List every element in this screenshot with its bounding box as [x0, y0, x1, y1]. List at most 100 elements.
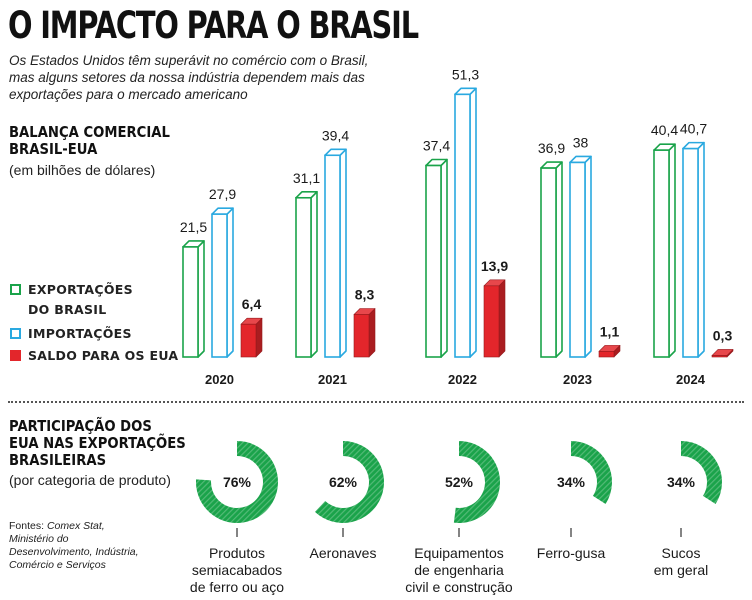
bar-top — [569, 155, 592, 164]
data-label: 40,4 — [651, 122, 678, 138]
legend-label-balance: SALDO PARA OS EUA — [28, 348, 179, 363]
legend-label-line: DO BRASIL — [28, 302, 107, 317]
x-tick-label: 2024 — [676, 372, 706, 387]
sources-list: Comex Stat, Ministério do Desenvolviment… — [9, 520, 139, 571]
bar-top — [711, 349, 734, 356]
bar-top — [483, 279, 506, 287]
bar-top — [240, 317, 263, 325]
category-label: em geral — [654, 562, 708, 578]
bar-side — [226, 207, 234, 358]
bar-side — [613, 345, 621, 358]
bar-exports-2023 — [540, 161, 563, 358]
share-heading-line: EUA NAS EXPORTAÇÕES — [9, 434, 186, 452]
bar-front — [324, 154, 341, 358]
bar-top — [454, 87, 477, 96]
bar-side — [255, 317, 263, 358]
data-label: 21,5 — [180, 219, 207, 235]
category-label: semiacabados — [192, 562, 282, 578]
bar-balance-2023 — [598, 345, 621, 358]
legend-swatch-balance — [10, 350, 21, 361]
bar-front — [540, 167, 557, 358]
donut-chart: 62% — [314, 441, 384, 523]
data-label: 51,3 — [452, 66, 479, 82]
bar-exports-2024 — [653, 143, 676, 358]
donut-chart: 34% — [557, 441, 612, 504]
trade-heading-line: BRASIL-EUA — [9, 140, 98, 158]
bar-balance-2021 — [353, 308, 376, 358]
share-heading-line: PARTICIPAÇÃO DOS — [9, 417, 152, 435]
bar-side — [310, 190, 318, 358]
legend-item-exports: EXPORTAÇÕES DO BRASIL — [10, 280, 133, 320]
bar-imports-2021 — [324, 148, 347, 358]
category-label: de ferro ou aço — [190, 579, 284, 595]
bar-front — [211, 213, 228, 358]
bar-top — [425, 158, 448, 167]
legend-label-exports: EXPORTAÇÕES DO BRASIL — [28, 280, 133, 320]
data-label: 38 — [573, 134, 589, 150]
data-label: 37,4 — [423, 138, 450, 154]
legend-swatch-imports — [10, 328, 21, 339]
data-label: 31,1 — [293, 170, 320, 186]
donut-chart: 76% — [195, 441, 278, 523]
bar-imports-2020 — [211, 207, 234, 358]
legend-swatch-exports — [10, 284, 21, 295]
bar-balance-2024 — [711, 349, 734, 358]
legend-item-imports: IMPORTAÇÕES — [10, 324, 132, 344]
data-label: 0,3 — [713, 327, 733, 343]
page-subtitle: Os Estados Unidos têm superávit no comér… — [9, 53, 369, 102]
bar-balance-2022 — [483, 279, 506, 358]
category-label: Ferro-gusa — [537, 545, 606, 561]
page-title: O IMPACTO PARA O BRASIL — [8, 4, 419, 47]
donut-label: 76% — [223, 474, 252, 490]
trade-unit: (em bilhões de dólares) — [9, 162, 156, 178]
donut-chart: 34% — [667, 441, 722, 504]
bar-front — [240, 323, 257, 358]
data-label: 6,4 — [242, 296, 262, 312]
donut-slice — [453, 441, 500, 523]
bar-top — [182, 240, 205, 248]
category-label: Aeronaves — [310, 545, 377, 561]
data-label: 36,9 — [538, 140, 565, 156]
x-tick-label: 2023 — [563, 372, 592, 387]
bar-exports-2022 — [425, 158, 448, 358]
data-label: 8,3 — [355, 287, 375, 303]
bar-top — [324, 148, 347, 157]
donut-chart: 52% — [445, 441, 500, 523]
bar-side — [498, 279, 506, 358]
x-tick-label: 2020 — [205, 372, 234, 387]
bar-imports-2024 — [682, 141, 705, 358]
bar-side — [584, 155, 592, 358]
bar-top — [211, 207, 234, 215]
donut-label: 62% — [329, 474, 358, 490]
x-tick-label: 2021 — [318, 372, 347, 387]
share-heading: PARTICIPAÇÃO DOS EUA NAS EXPORTAÇÕES BRA… — [9, 418, 186, 469]
bar-side — [697, 141, 705, 358]
bar-imports-2022 — [454, 87, 477, 358]
bar-top — [682, 141, 705, 150]
category-label: civil e construção — [405, 579, 513, 595]
bar-side — [668, 143, 676, 358]
data-label: 39,4 — [322, 127, 349, 143]
category-label: de engenharia — [414, 562, 504, 578]
bar-front — [182, 246, 199, 358]
donut-slice — [195, 441, 278, 523]
bar-front — [353, 314, 370, 358]
bar-front — [598, 351, 615, 358]
bar-side — [469, 87, 477, 358]
bar-side — [555, 161, 563, 358]
x-tick-label: 2022 — [448, 372, 477, 387]
bar-side — [197, 240, 205, 358]
bar-front — [682, 147, 699, 358]
bar-side — [339, 148, 347, 358]
donut-slice — [571, 441, 612, 504]
bar-front — [483, 285, 500, 358]
trade-heading-line: BALANÇA COMERCIAL — [9, 123, 170, 141]
donut-label: 34% — [667, 474, 696, 490]
bar-front — [653, 149, 670, 358]
donut-label: 52% — [445, 474, 474, 490]
bar-front — [454, 93, 471, 358]
bar-exports-2021 — [295, 190, 318, 358]
bar-balance-2020 — [240, 317, 263, 358]
data-label: 1,1 — [600, 323, 620, 339]
legend-label-line: EXPORTAÇÕES — [28, 282, 133, 297]
